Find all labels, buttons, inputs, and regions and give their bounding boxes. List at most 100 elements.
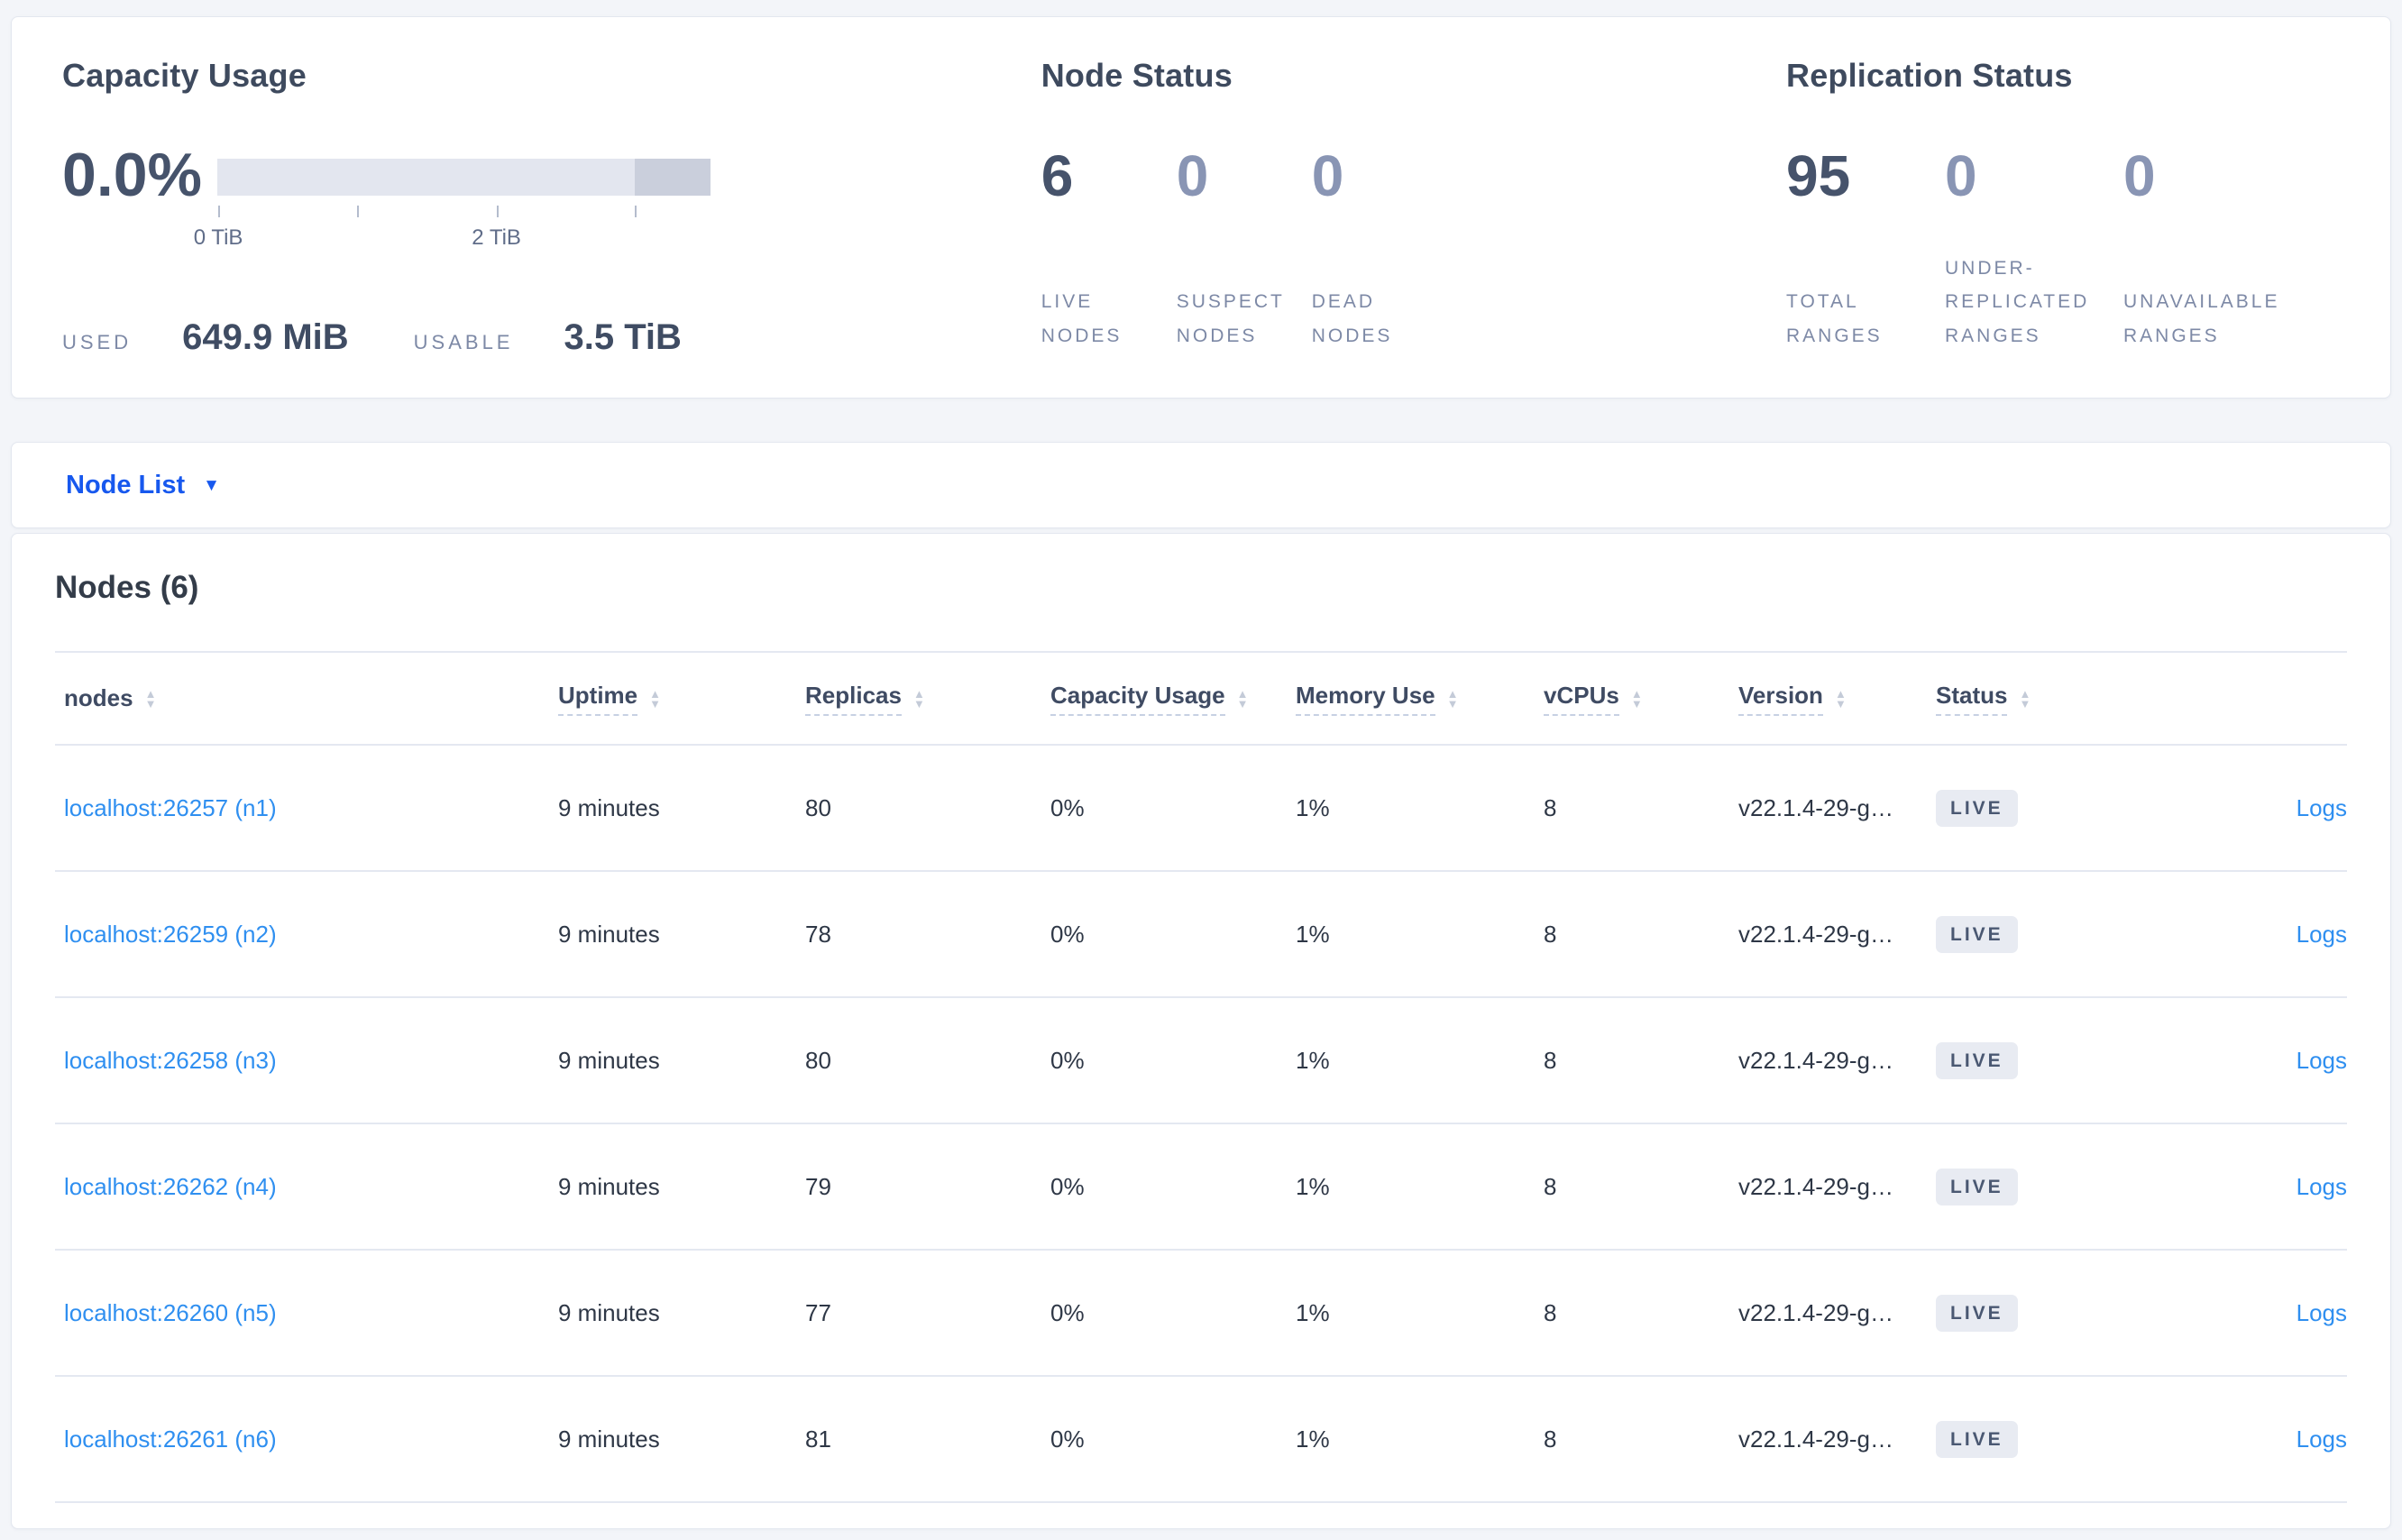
nodes-table-body: localhost:26257 (n1) 9 minutes 80 0% 1% … (12, 746, 2390, 1503)
summary-stat: 0 UNAVAILABLE RANGES (2123, 144, 2340, 353)
logs-link[interactable]: Logs (2296, 1046, 2347, 1074)
node-status-title: Node Status (1041, 57, 1233, 94)
capacity-bar (217, 159, 711, 196)
sort-icon[interactable]: ▲ ▼ (1236, 686, 1249, 710)
stat-label: SUSPECT NODES (1176, 291, 1285, 347)
replication-status-panel: Replication Status 95 TOTAL RANGES 0 UND… (1786, 57, 2340, 354)
uptime-cell: 9 minutes (558, 793, 660, 821)
node-link[interactable]: localhost:26257 (n1) (64, 793, 277, 821)
logs-link[interactable]: Logs (2296, 920, 2347, 948)
status-badge: LIVE (1936, 915, 2018, 953)
capacity-bar-chart: 0 TiB 2 TiB (194, 159, 711, 250)
stat-label: LIVE NODES (1041, 291, 1123, 347)
capacity-bar-tick (218, 206, 221, 217)
column-header-label: vCPUs (1544, 682, 1619, 716)
table-row: localhost:26258 (n3) 9 minutes 80 0% 1% … (55, 998, 2347, 1124)
logs-link[interactable]: Logs (2296, 1172, 2347, 1200)
node-link[interactable]: localhost:26258 (n3) (64, 1046, 277, 1074)
capacity-bar-tick (634, 206, 637, 217)
logs-link[interactable]: Logs (2296, 1425, 2347, 1453)
version-cell: v22.1.4-29-g… (1738, 1298, 1893, 1326)
stat-label: UNAVAILABLE RANGES (2123, 291, 2280, 347)
nodes-table-title: Nodes (6) (55, 570, 199, 605)
view-selector-card: Node List ▼ (11, 442, 2391, 528)
column-header[interactable]: nodes ▲ ▼ (55, 684, 549, 712)
logs-link[interactable]: Logs (2296, 793, 2347, 821)
node-link[interactable]: localhost:26259 (n2) (64, 920, 277, 948)
sort-icon[interactable]: ▲ ▼ (649, 686, 661, 710)
capacity-usage-panel: Capacity Usage 0.0% 0 TiB 2 TiB USED 649.… (62, 57, 1041, 357)
table-row: localhost:26259 (n2) 9 minutes 78 0% 1% … (55, 872, 2347, 998)
stat-value: 0 (2123, 143, 2156, 208)
node-link[interactable]: localhost:26262 (n4) (64, 1172, 277, 1200)
column-header[interactable]: vCPUs ▲ ▼ (1535, 682, 1729, 716)
version-cell: v22.1.4-29-g… (1738, 793, 1893, 821)
uptime-cell: 9 minutes (558, 1172, 660, 1200)
column-header-label: Replicas (805, 682, 902, 716)
replicas-cell: 81 (805, 1425, 831, 1453)
stat-label: TOTAL RANGES (1786, 291, 1883, 347)
view-selector-dropdown[interactable]: Node List ▼ (66, 471, 220, 500)
logs-link[interactable]: Logs (2296, 1298, 2347, 1326)
capacity-usage-stats: USED 649.9 MiB USABLE 3.5 TiB (62, 317, 1041, 358)
node-link[interactable]: localhost:26260 (n5) (64, 1298, 277, 1326)
capacity-used-percent: 0.0% (62, 141, 202, 209)
nodes-table-card: Nodes (6) nodes ▲ ▼ Uptime ▲ ▼ Replicas ▲ ▼… (11, 533, 2391, 1529)
column-header-label: Capacity Usage (1050, 682, 1225, 716)
sort-icon[interactable]: ▲ ▼ (2019, 686, 2031, 710)
capacity-usable-value: 3.5 TiB (564, 317, 682, 357)
capacity-usable-label: USABLE (413, 331, 514, 353)
vcpus-cell: 8 (1544, 1046, 1557, 1074)
column-header-label: Uptime (558, 682, 638, 716)
stat-value: 0 (1311, 143, 1344, 208)
view-selector-label: Node List (66, 470, 186, 500)
capacity-usage-cell: 0% (1050, 920, 1085, 948)
stat-value: 0 (1176, 143, 1209, 208)
column-header[interactable]: Uptime ▲ ▼ (549, 682, 796, 716)
status-badge: LIVE (1936, 789, 2018, 827)
vcpus-cell: 8 (1544, 1172, 1557, 1200)
uptime-cell: 9 minutes (558, 920, 660, 948)
replicas-cell: 79 (805, 1172, 831, 1200)
memory-use-cell: 1% (1296, 1425, 1330, 1453)
version-cell: v22.1.4-29-g… (1738, 1425, 1893, 1453)
version-cell: v22.1.4-29-g… (1738, 920, 1893, 948)
replication-status-stats: 95 TOTAL RANGES 0 UNDER- REPLICATED RANG… (1786, 144, 2340, 353)
summary-stat: 6 LIVE NODES (1041, 144, 1177, 353)
sort-icon[interactable]: ▲ ▼ (1446, 686, 1459, 710)
uptime-cell: 9 minutes (558, 1298, 660, 1326)
capacity-bar-tick (356, 206, 359, 217)
column-header[interactable]: Version ▲ ▼ (1729, 682, 1927, 716)
memory-use-cell: 1% (1296, 793, 1330, 821)
stat-label: DEAD NODES (1311, 291, 1393, 347)
column-header[interactable]: Memory Use ▲ ▼ (1287, 682, 1535, 716)
column-header[interactable]: Status ▲ ▼ (1927, 682, 2116, 716)
memory-use-cell: 1% (1296, 1046, 1330, 1074)
node-link[interactable]: localhost:26261 (n6) (64, 1425, 277, 1453)
vcpus-cell: 8 (1544, 1425, 1557, 1453)
capacity-usage-cell: 0% (1050, 1172, 1085, 1200)
stat-value: 0 (1945, 143, 1977, 208)
sort-icon[interactable]: ▲ ▼ (1834, 686, 1847, 710)
status-badge: LIVE (1936, 1168, 2018, 1205)
column-header[interactable]: Replicas ▲ ▼ (796, 682, 1041, 716)
sort-icon[interactable]: ▲ ▼ (1630, 686, 1643, 710)
version-cell: v22.1.4-29-g… (1738, 1172, 1893, 1200)
node-status-panel: Node Status 6 LIVE NODES 0 SUSPECT NODES… (1041, 57, 1786, 354)
column-header[interactable]: Capacity Usage ▲ ▼ (1041, 682, 1287, 716)
vcpus-cell: 8 (1544, 1298, 1557, 1326)
column-header-label: Status (1936, 682, 2008, 716)
capacity-usage-cell: 0% (1050, 1046, 1085, 1074)
replicas-cell: 78 (805, 920, 831, 948)
sort-icon[interactable]: ▲ ▼ (144, 686, 157, 710)
table-row: localhost:26262 (n4) 9 minutes 79 0% 1% … (55, 1124, 2347, 1251)
sort-icon[interactable]: ▲ ▼ (912, 686, 925, 710)
capacity-bar-tick-label: 2 TiB (472, 225, 521, 250)
uptime-cell: 9 minutes (558, 1425, 660, 1453)
table-row: localhost:26257 (n1) 9 minutes 80 0% 1% … (55, 746, 2347, 872)
capacity-usage-cell: 0% (1050, 1298, 1085, 1326)
memory-use-cell: 1% (1296, 1298, 1330, 1326)
stat-label: UNDER- REPLICATED RANGES (1945, 257, 2090, 347)
capacity-usage-body: 0.0% 0 TiB 2 TiB (62, 141, 1041, 250)
